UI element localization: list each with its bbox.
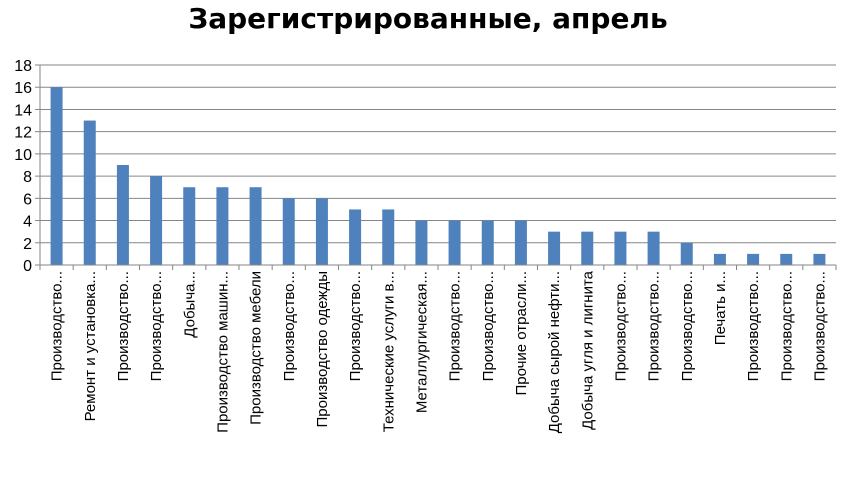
x-category-label: Производство мебели [248, 271, 265, 425]
bar [183, 187, 196, 265]
bar [249, 187, 262, 265]
chart-title: Зарегистрированные, апрель [188, 2, 668, 35]
bar [747, 253, 760, 265]
x-category-label: Добыча угля и лигнита [579, 270, 596, 430]
x-category-label: Производство... [778, 271, 795, 381]
y-tick-label: 18 [14, 58, 32, 75]
bar [315, 198, 328, 265]
bar [448, 220, 461, 265]
x-category-label: Производство... [646, 271, 663, 381]
y-tick-label: 0 [23, 258, 32, 275]
bar [780, 253, 793, 265]
x-category-label: Производство... [679, 271, 696, 381]
x-category-label: Производство... [347, 271, 364, 381]
bar [581, 231, 594, 265]
bar [415, 220, 428, 265]
bar [647, 231, 660, 265]
y-tick-label: 12 [14, 125, 32, 142]
bar [813, 253, 826, 265]
x-category-label: Производство... [447, 271, 464, 381]
x-category-label: Производство... [281, 271, 298, 381]
x-axis-labels: Производство... Ремонт и установка... Прои… [49, 270, 829, 433]
bar [680, 242, 693, 265]
x-category-label: Производство... [480, 271, 497, 381]
y-tick-label: 8 [23, 169, 32, 186]
x-category-label: Производство... [612, 271, 629, 381]
x-category-label: Технические услуги в... [380, 271, 397, 432]
y-tick-label: 6 [23, 191, 32, 208]
x-category-label: Прочие отрасли... [513, 271, 530, 396]
y-axis-ticks: 0 2 4 6 8 10 12 14 16 18 [14, 58, 32, 275]
bar [83, 120, 96, 265]
x-category-label: Производство... [745, 271, 762, 381]
bars [50, 87, 826, 265]
bar [382, 209, 395, 265]
bar [282, 198, 295, 265]
y-tick-label: 14 [14, 102, 32, 119]
bar [116, 165, 129, 265]
bar [548, 231, 561, 265]
x-category-label: Добыча сырой нефти... [546, 271, 563, 433]
bar [216, 187, 229, 265]
bar [514, 220, 527, 265]
x-category-label: Производство одежды [314, 271, 331, 427]
bar [481, 220, 494, 265]
bar [349, 209, 362, 265]
x-category-label: Производство... [148, 271, 165, 381]
bar [713, 253, 726, 265]
bar [150, 176, 163, 265]
x-category-label: Металлургическая... [413, 271, 430, 413]
gridlines [40, 64, 836, 244]
y-tick-label: 4 [23, 214, 32, 231]
x-category-label: Ремонт и установка... [82, 271, 99, 421]
x-category-label: Производство... [811, 271, 828, 381]
x-category-label: Производство... [115, 271, 132, 381]
x-category-label: Производство машин... [214, 271, 231, 433]
x-category-label: Добыча... [181, 271, 198, 338]
y-tick-label: 2 [23, 236, 32, 253]
bar [614, 231, 627, 265]
x-category-label: Производство... [49, 271, 66, 381]
y-tick-label: 10 [14, 147, 32, 164]
y-tick-label: 16 [14, 80, 32, 97]
x-category-label: Печать и... [712, 271, 729, 345]
axes [35, 64, 837, 270]
bar [50, 87, 63, 265]
